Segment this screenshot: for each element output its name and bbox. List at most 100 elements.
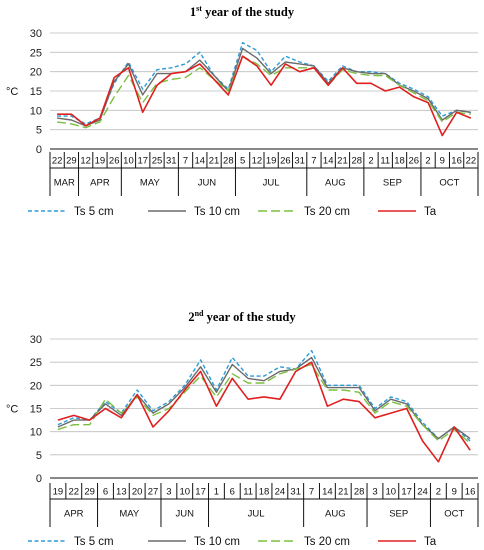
x-tick-label: 3 <box>372 487 377 498</box>
x-tick-label: 7 <box>311 156 316 167</box>
x-tick-label: 14 <box>322 487 333 498</box>
series-line-ta <box>57 55 472 137</box>
x-tick-label: 22 <box>52 156 63 167</box>
y-tick-label: 25 <box>30 47 42 59</box>
series-line-ts-5-cm <box>57 42 471 125</box>
x-tick-label: 12 <box>80 156 91 167</box>
x-tick-label: 2 <box>368 156 373 167</box>
x-tick-label: 25 <box>152 156 163 167</box>
x-tick-label: 2 <box>425 156 430 167</box>
x-tick-label: 28 <box>351 156 362 167</box>
month-group-label: AUG <box>325 509 346 520</box>
x-tick-label: 1 <box>214 487 219 498</box>
x-tick-label: 18 <box>394 156 405 167</box>
x-tick-label: 28 <box>354 487 365 498</box>
x-tick-label: 11 <box>380 156 390 167</box>
y-tick-label: 15 <box>30 86 42 98</box>
x-tick-label: 22 <box>68 487 79 498</box>
month-group-label: APR <box>90 178 110 189</box>
y-tick-label: 20 <box>30 67 42 79</box>
month-group-label: MAR <box>54 178 75 189</box>
x-tick-label: 9 <box>452 487 457 498</box>
x-tick-label: 19 <box>95 156 106 167</box>
x-tick-label: 26 <box>109 156 120 167</box>
y-tick-label: 30 <box>30 334 42 346</box>
x-tick-label: 20 <box>132 487 143 498</box>
month-group-label: MAY <box>140 178 161 189</box>
month-group-label: APR <box>64 509 84 520</box>
x-tick-label: 31 <box>290 487 301 498</box>
x-tick-label: 7 <box>183 156 188 167</box>
series-line-ts-20-cm <box>57 363 471 444</box>
x-tick-label: 31 <box>166 156 177 167</box>
x-tick-label: 16 <box>451 156 462 167</box>
x-tick-label: 27 <box>148 487 159 498</box>
legend-label: Ts 5 cm <box>74 206 114 218</box>
x-tick-label: 18 <box>259 487 270 498</box>
legend-label: Ta <box>424 536 437 548</box>
chart-title-number: 1 <box>190 5 196 19</box>
x-tick-label: 12 <box>252 156 263 167</box>
chart-title-text: year of the study <box>202 5 295 19</box>
legend-label: Ts 20 cm <box>304 536 350 548</box>
y-tick-label: 5 <box>36 450 42 462</box>
x-tick-label: 21 <box>209 156 220 167</box>
x-tick-label: 21 <box>338 487 349 498</box>
y-tick-label: 15 <box>30 404 42 416</box>
x-tick-label: 14 <box>195 156 206 167</box>
x-tick-label: 6 <box>103 487 108 498</box>
month-group-label: SEP <box>383 178 402 189</box>
x-tick-label: 29 <box>84 487 95 498</box>
month-group-label: JUL <box>248 509 265 520</box>
x-tick-label: 14 <box>323 156 334 167</box>
x-tick-label: 26 <box>280 156 291 167</box>
y-tick-label: 10 <box>30 427 42 439</box>
month-group-label: JUN <box>175 509 194 520</box>
chart-title: 1st year of the study <box>190 4 295 19</box>
x-tick-label: 17 <box>137 156 148 167</box>
x-tick-label: 17 <box>401 487 412 498</box>
series-line-ts-20-cm <box>57 55 471 129</box>
x-tick-label: 3 <box>166 487 171 498</box>
y-tick-label: 5 <box>36 125 42 137</box>
y-tick-label: 20 <box>30 380 42 392</box>
y-tick-label: 30 <box>30 28 42 40</box>
chart-title-number: 2 <box>188 310 194 324</box>
month-group-label: AUG <box>325 178 346 189</box>
month-group-label: JUN <box>198 178 217 189</box>
x-tick-label: 24 <box>275 487 286 498</box>
y-tick-label: 25 <box>30 357 42 369</box>
y-tick-label: 0 <box>36 144 42 156</box>
y-axis-label: °C <box>6 404 18 416</box>
x-tick-label: 9 <box>440 156 445 167</box>
y-tick-label: 10 <box>30 105 42 117</box>
month-group-label: SEP <box>389 509 408 520</box>
x-tick-label: 31 <box>294 156 305 167</box>
chart-title: 2nd year of the study <box>188 309 296 324</box>
chart-title-superscript: st <box>196 4 202 13</box>
x-tick-label: 13 <box>116 487 127 498</box>
y-axis-label: °C <box>6 86 18 98</box>
series-line-ts-10-cm <box>57 356 471 440</box>
x-tick-label: 10 <box>123 156 134 167</box>
x-tick-label: 24 <box>417 487 428 498</box>
x-tick-label: 7 <box>309 487 314 498</box>
x-tick-label: 5 <box>240 156 245 167</box>
month-group-label: OCT <box>444 509 464 520</box>
x-tick-label: 11 <box>243 487 253 498</box>
legend-label: Ta <box>424 206 437 218</box>
x-tick-label: 19 <box>53 487 64 498</box>
x-tick-label: 21 <box>337 156 348 167</box>
x-tick-label: 2 <box>436 487 441 498</box>
x-tick-label: 29 <box>66 156 77 167</box>
y-tick-label: 0 <box>36 473 42 485</box>
x-tick-label: 22 <box>466 156 477 167</box>
x-tick-label: 26 <box>409 156 420 167</box>
month-group-label: JUL <box>263 178 280 189</box>
chart-title-text: year of the study <box>204 310 297 324</box>
month-group-label: OCT <box>439 178 459 189</box>
x-tick-label: 17 <box>195 487 206 498</box>
